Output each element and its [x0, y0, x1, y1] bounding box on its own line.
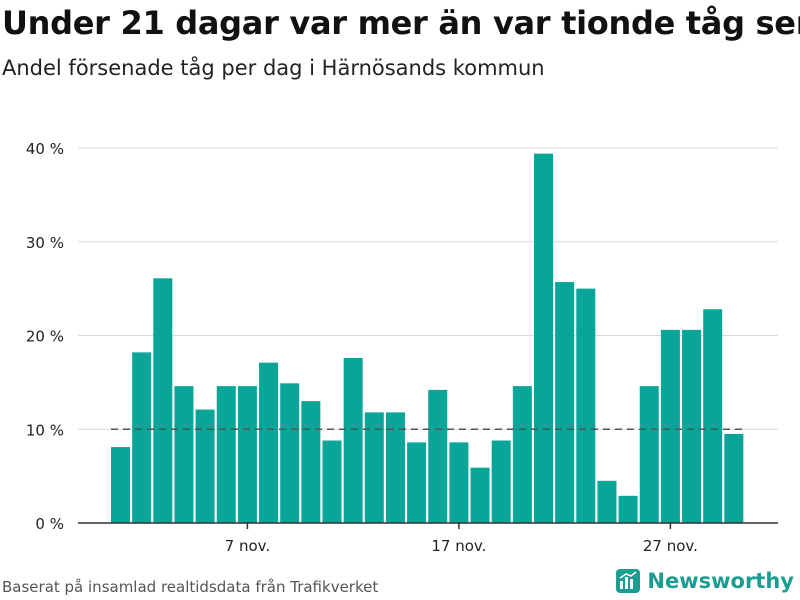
bar	[512, 386, 532, 523]
bar	[322, 440, 342, 523]
bar	[153, 278, 173, 523]
x-tick-label: 27 nov.	[643, 537, 698, 555]
bar	[449, 442, 469, 523]
bar	[428, 389, 448, 523]
x-tick-label: 17 nov.	[431, 537, 486, 555]
y-tick-label: 40 %	[26, 140, 64, 158]
bar	[724, 433, 744, 523]
y-tick-label: 30 %	[26, 234, 64, 252]
y-tick-label: 20 %	[26, 328, 64, 346]
bar	[301, 401, 321, 523]
bar	[216, 386, 236, 523]
bar	[470, 467, 490, 523]
bar	[111, 447, 130, 523]
source-note: Baserat på insamlad realtidsdata från Tr…	[2, 578, 379, 596]
bar	[385, 412, 405, 523]
bar	[343, 358, 363, 523]
bar	[237, 386, 257, 523]
bar	[639, 386, 659, 523]
bar	[682, 329, 702, 523]
x-tick-label: 7 nov.	[225, 537, 270, 555]
bar	[555, 282, 575, 523]
bar	[364, 412, 384, 523]
bar	[195, 409, 215, 523]
y-tick-label: 10 %	[26, 421, 64, 439]
chart-title: Under 21 dagar var mer än var tionde tåg…	[2, 4, 800, 42]
y-tick-label: 0 %	[35, 515, 64, 533]
bar	[174, 386, 194, 523]
bar	[618, 495, 638, 523]
bar	[703, 309, 723, 523]
bar	[534, 153, 553, 523]
bar	[491, 440, 511, 523]
newsworthy-logo-icon	[616, 569, 641, 593]
bar	[280, 383, 300, 523]
bar	[259, 362, 279, 523]
bar	[660, 329, 680, 523]
newsworthy-logo: Newsworthy	[615, 568, 794, 594]
bar	[597, 480, 617, 523]
chart-subtitle: Andel försenade tåg per dag i Härnösands…	[2, 56, 545, 80]
bar	[132, 352, 152, 523]
brand-name: Newsworthy	[647, 569, 794, 593]
bar	[576, 288, 596, 523]
bar	[407, 442, 427, 523]
